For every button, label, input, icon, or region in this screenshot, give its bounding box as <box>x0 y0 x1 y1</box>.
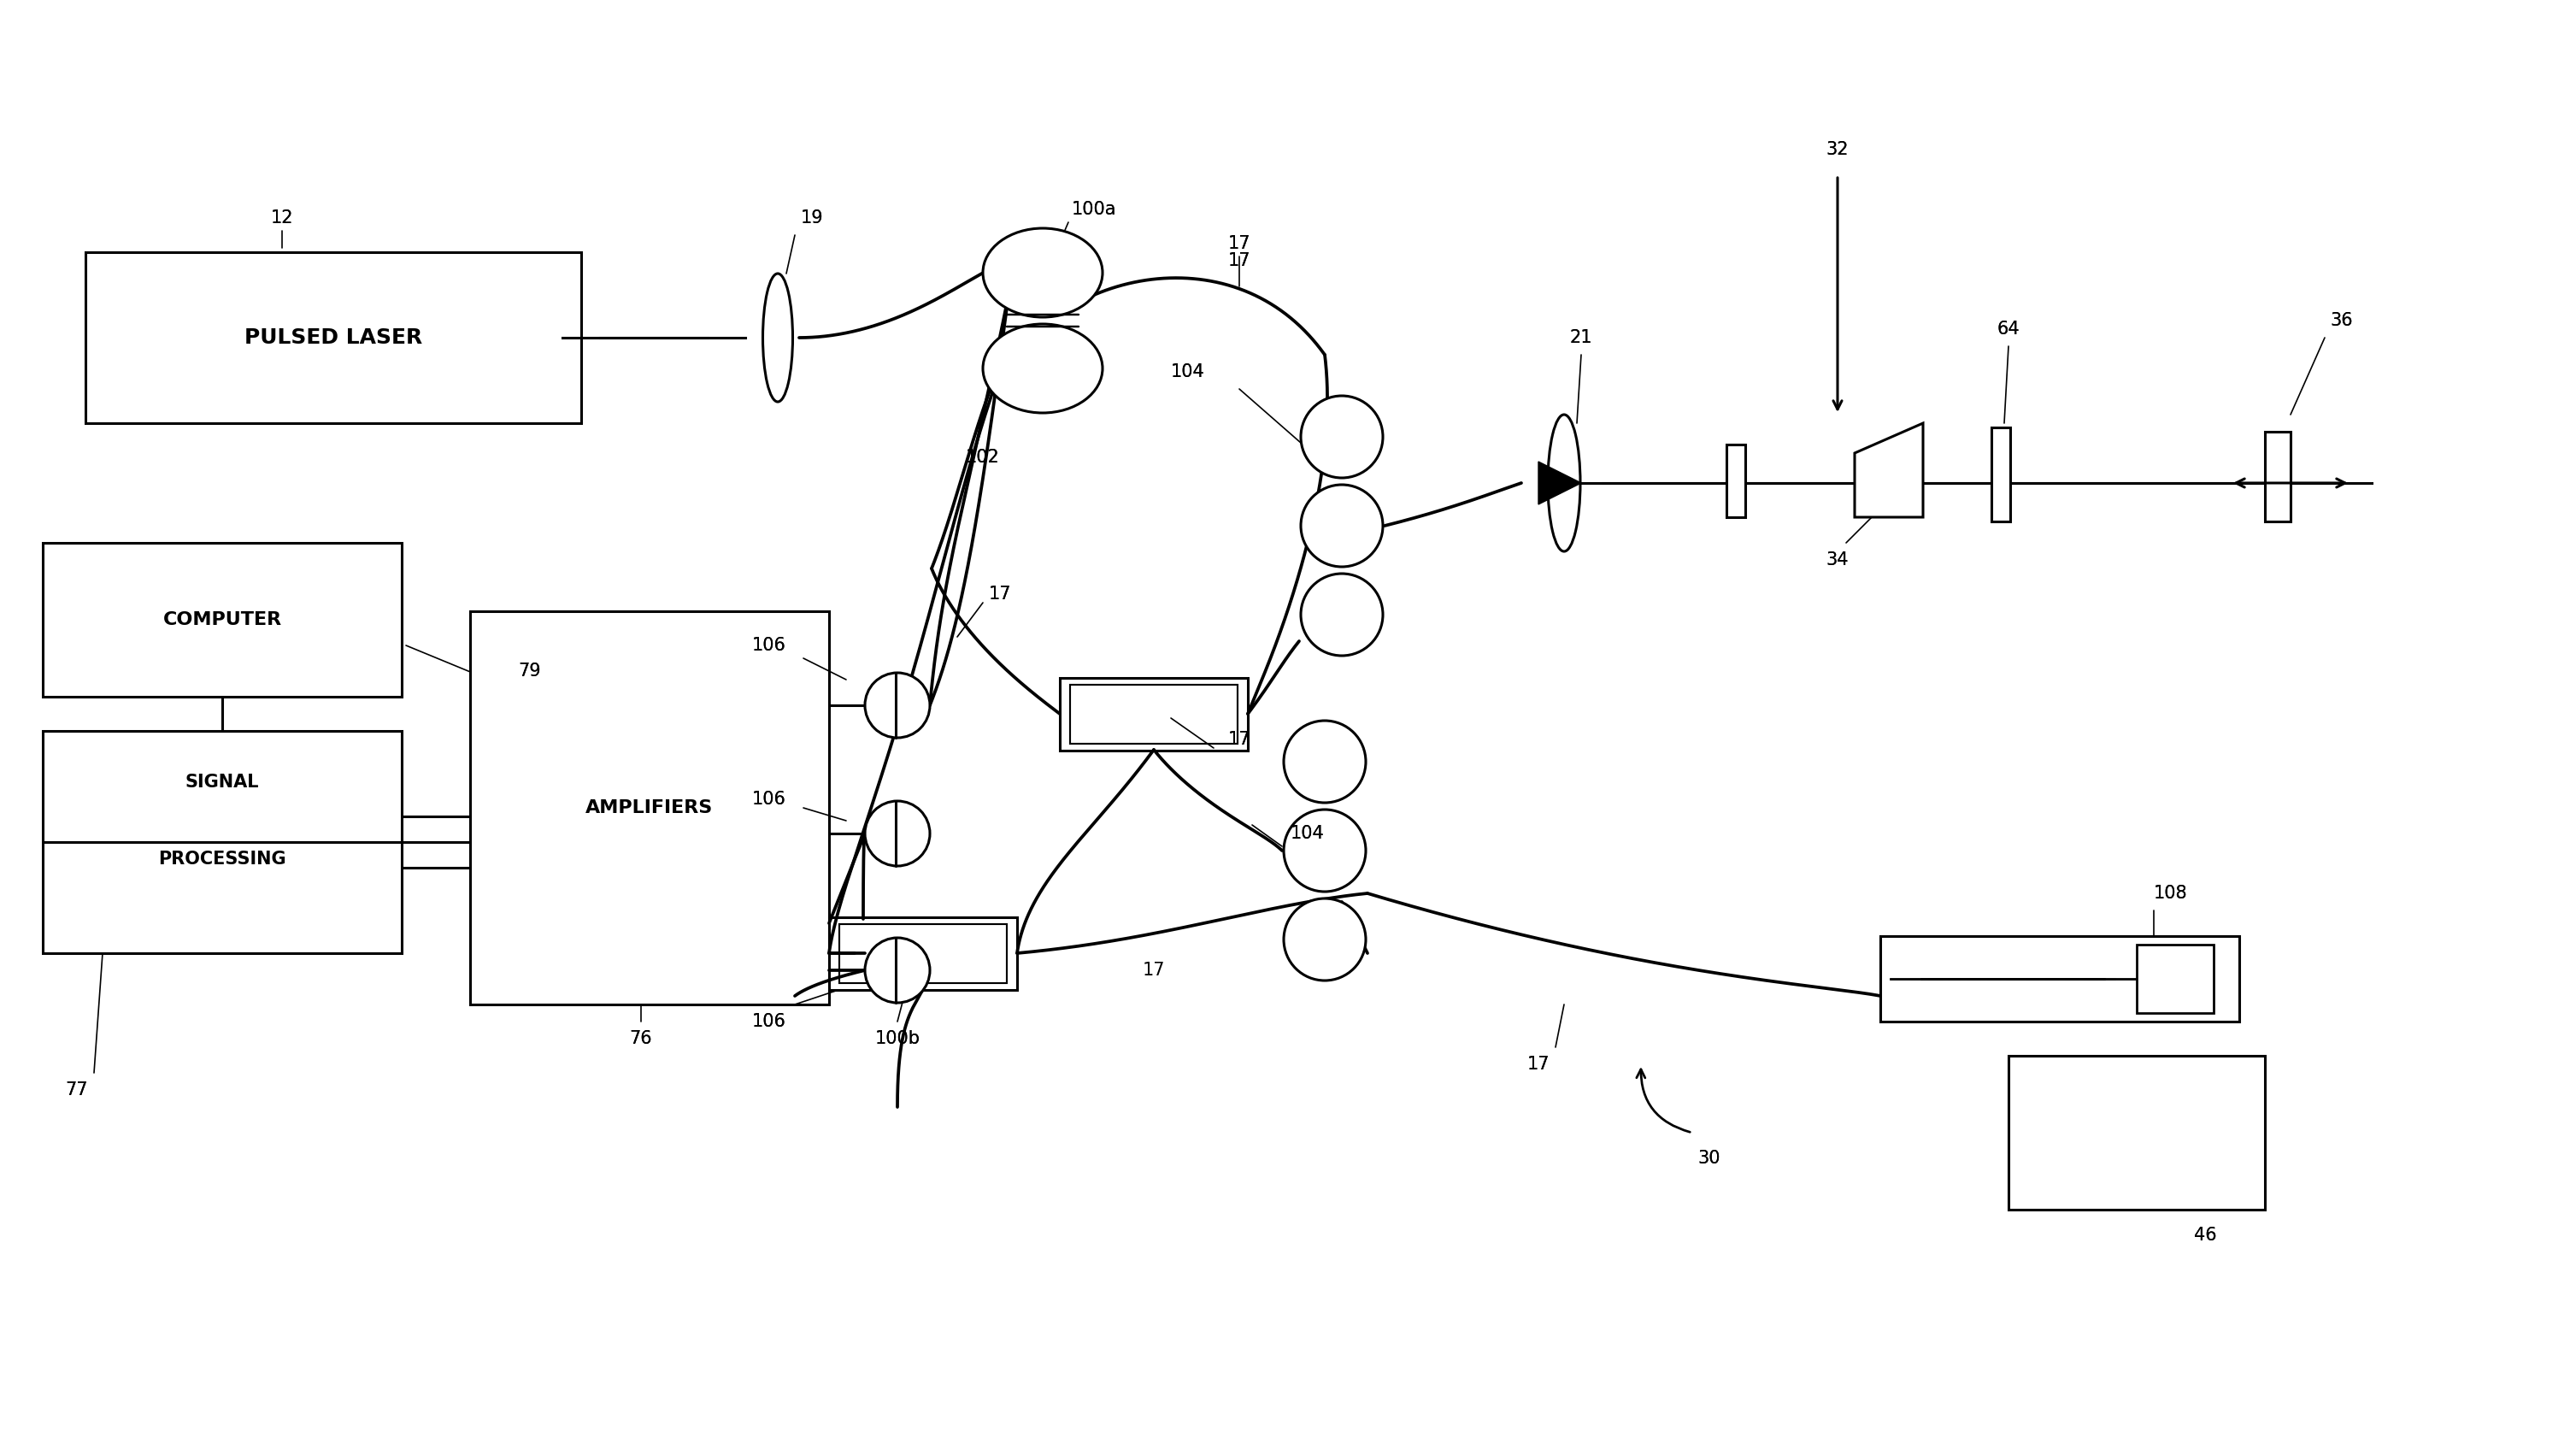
Text: 12: 12 <box>270 210 294 226</box>
Text: 108: 108 <box>2154 885 2187 901</box>
Circle shape <box>866 801 930 867</box>
Text: 12: 12 <box>270 210 294 226</box>
Text: 32: 32 <box>1826 141 1850 158</box>
Bar <box>840 923 1007 982</box>
Text: 17: 17 <box>1144 962 1164 980</box>
Text: 36: 36 <box>2331 312 2354 329</box>
Text: 17: 17 <box>1229 252 1249 270</box>
Text: 76: 76 <box>629 1030 652 1048</box>
Bar <box>1991 427 2009 522</box>
Text: 19: 19 <box>801 210 824 226</box>
Bar <box>2009 1056 2264 1210</box>
Text: 100a: 100a <box>1072 201 1115 217</box>
Text: 34: 34 <box>1826 552 1850 568</box>
Circle shape <box>1283 810 1365 891</box>
Text: 17: 17 <box>1229 235 1249 252</box>
Text: 100b: 100b <box>876 1030 920 1048</box>
Text: PULSED LASER: PULSED LASER <box>245 327 422 348</box>
Text: 77: 77 <box>64 1081 88 1098</box>
Text: 104: 104 <box>1291 824 1324 842</box>
Text: 64: 64 <box>1996 320 2020 338</box>
Text: 79: 79 <box>518 662 541 680</box>
Text: 30: 30 <box>1698 1151 1721 1166</box>
Circle shape <box>1283 898 1365 981</box>
Text: AMPLIFIERS: AMPLIFIERS <box>585 800 714 816</box>
Ellipse shape <box>1548 414 1579 552</box>
Text: 102: 102 <box>966 449 999 467</box>
Text: 106: 106 <box>752 638 786 653</box>
Bar <box>829 917 1018 990</box>
Bar <box>2264 432 2290 522</box>
Text: 76: 76 <box>629 1030 652 1048</box>
Text: 21: 21 <box>1569 329 1592 346</box>
Text: PROCESSING: PROCESSING <box>157 851 286 868</box>
Text: 79: 79 <box>518 662 541 680</box>
Circle shape <box>1283 720 1365 803</box>
Text: 102: 102 <box>966 449 999 467</box>
Text: 108: 108 <box>2154 885 2187 901</box>
Circle shape <box>1301 396 1383 478</box>
Text: 34: 34 <box>1826 552 1850 568</box>
Text: 17: 17 <box>989 585 1012 603</box>
Text: 17: 17 <box>1229 252 1249 270</box>
Text: 104: 104 <box>1172 364 1206 381</box>
Text: 36: 36 <box>2331 312 2354 329</box>
Text: 104: 104 <box>1291 824 1324 842</box>
Text: 17: 17 <box>989 585 1012 603</box>
Text: 104: 104 <box>1172 364 1206 381</box>
Text: 77: 77 <box>64 1081 88 1098</box>
Text: 17: 17 <box>1528 1056 1551 1072</box>
Bar <box>469 611 829 1004</box>
Ellipse shape <box>984 325 1103 413</box>
Ellipse shape <box>762 274 793 401</box>
Ellipse shape <box>984 229 1103 317</box>
Bar <box>44 543 402 697</box>
Text: 21: 21 <box>1569 329 1592 346</box>
Text: 100b: 100b <box>876 1030 920 1048</box>
Bar <box>1059 678 1247 751</box>
Bar <box>1880 936 2239 1022</box>
Text: 17: 17 <box>1229 730 1249 748</box>
Polygon shape <box>1538 462 1582 504</box>
Text: 106: 106 <box>752 791 786 809</box>
Text: 106: 106 <box>752 791 786 809</box>
Bar <box>1726 445 1747 517</box>
Text: 17: 17 <box>1229 235 1249 252</box>
Circle shape <box>866 938 930 1003</box>
Text: 30: 30 <box>1698 1151 1721 1166</box>
Text: 17: 17 <box>1229 730 1249 748</box>
Bar <box>85 252 582 423</box>
Text: 100a: 100a <box>1072 201 1115 217</box>
Text: 46: 46 <box>2195 1227 2215 1243</box>
Text: 64: 64 <box>1996 320 2020 338</box>
Circle shape <box>866 672 930 738</box>
Text: 19: 19 <box>801 210 824 226</box>
Bar <box>2136 945 2213 1013</box>
Text: SIGNAL: SIGNAL <box>185 774 260 791</box>
Bar <box>1069 684 1236 743</box>
Text: 17: 17 <box>1528 1056 1551 1072</box>
Text: 106: 106 <box>752 1013 786 1030</box>
Text: 32: 32 <box>1826 141 1850 158</box>
Text: COMPUTER: COMPUTER <box>162 611 281 629</box>
Circle shape <box>1301 574 1383 656</box>
Bar <box>44 730 402 953</box>
Text: 46: 46 <box>2195 1227 2215 1243</box>
Polygon shape <box>1855 423 1924 517</box>
Text: 106: 106 <box>752 638 786 653</box>
Text: 106: 106 <box>752 1013 786 1030</box>
Circle shape <box>1301 485 1383 567</box>
